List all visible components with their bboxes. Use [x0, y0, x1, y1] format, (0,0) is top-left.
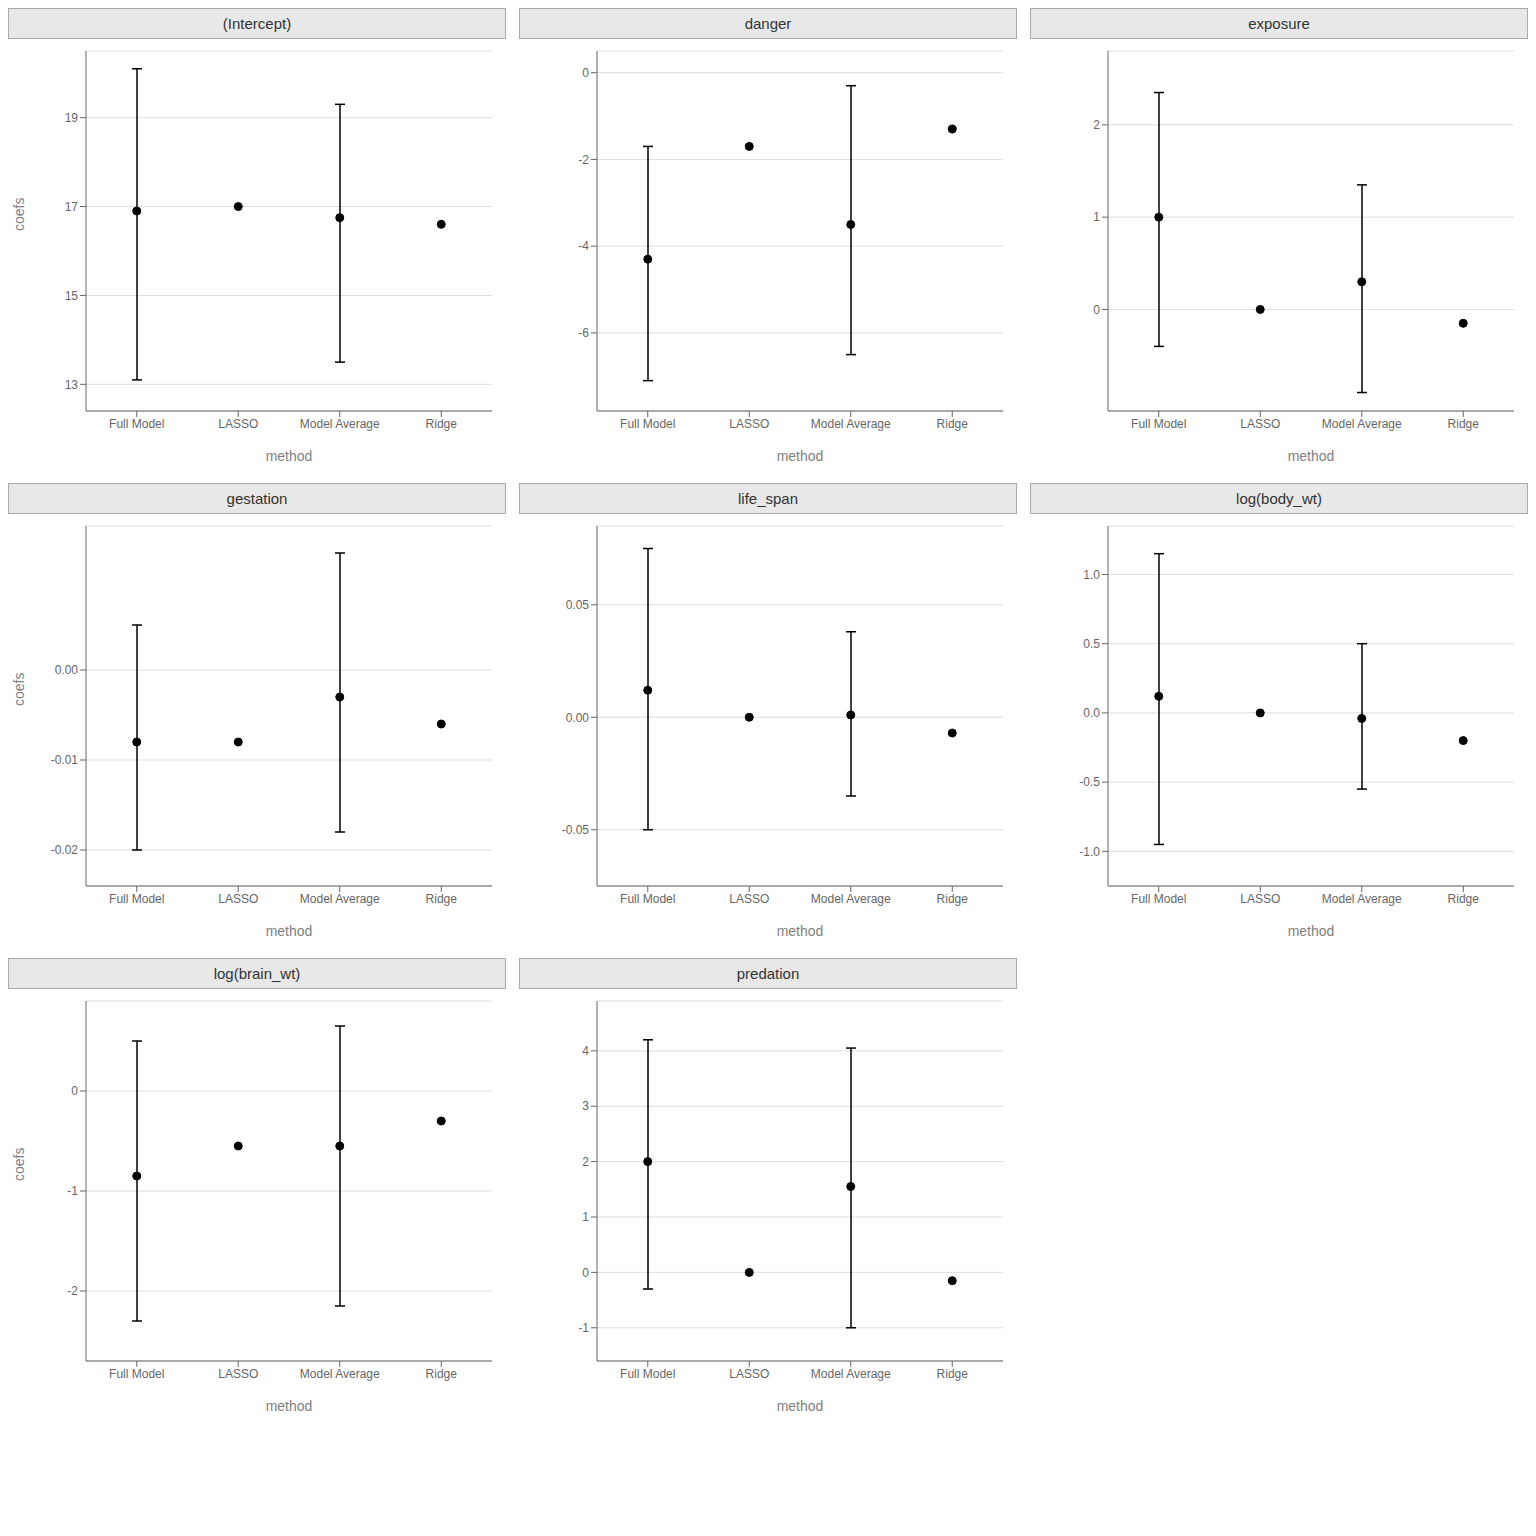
svg-text:coefs: coefs: [11, 1148, 27, 1181]
svg-text:method: method: [777, 1398, 824, 1414]
svg-text:method: method: [1288, 923, 1335, 939]
svg-text:method: method: [777, 448, 824, 464]
svg-text:coefs: coefs: [11, 198, 27, 231]
svg-text:Ridge: Ridge: [1448, 892, 1480, 906]
svg-text:coefs: coefs: [11, 673, 27, 706]
html-text:gestation: gestation: [226, 490, 288, 507]
svg-text:Ridge: Ridge: [937, 892, 969, 906]
svg-text:0: 0: [71, 1084, 78, 1098]
svg-text:17: 17: [65, 200, 79, 214]
svg-text:LASSO: LASSO: [218, 1367, 258, 1381]
svg-text:Model Average: Model Average: [811, 1367, 891, 1381]
svg-text:LASSO: LASSO: [1240, 892, 1280, 906]
svg-text:Model Average: Model Average: [300, 1367, 380, 1381]
svg-text:Ridge: Ridge: [1448, 417, 1480, 431]
svg-text:0.5: 0.5: [1083, 637, 1100, 651]
svg-text:method: method: [1288, 448, 1335, 464]
svg-text:Full Model: Full Model: [620, 1367, 675, 1381]
svg-text:-0.02: -0.02: [51, 843, 79, 857]
html-text:exposure: exposure: [1248, 15, 1310, 32]
html-text:(Intercept): (Intercept): [222, 15, 292, 32]
svg-text:-1: -1: [67, 1184, 78, 1198]
svg-text:-2: -2: [578, 153, 589, 167]
svg-text:15: 15: [65, 289, 79, 303]
svg-text:LASSO: LASSO: [218, 417, 258, 431]
svg-text:Ridge: Ridge: [426, 417, 458, 431]
svg-text:1: 1: [582, 1210, 589, 1224]
svg-text:LASSO: LASSO: [729, 892, 769, 906]
svg-text:Ridge: Ridge: [937, 1367, 969, 1381]
svg-text:LASSO: LASSO: [218, 892, 258, 906]
svg-text:Model Average: Model Average: [811, 417, 891, 431]
svg-text:1.0: 1.0: [1083, 568, 1100, 582]
svg-text:method: method: [266, 1398, 313, 1414]
svg-text:-0.5: -0.5: [1079, 775, 1100, 789]
svg-text:Model Average: Model Average: [300, 892, 380, 906]
svg-text:2: 2: [1093, 118, 1100, 132]
svg-text:method: method: [777, 923, 824, 939]
svg-text:LASSO: LASSO: [729, 417, 769, 431]
svg-text:-0.05: -0.05: [562, 823, 590, 837]
svg-text:-2: -2: [67, 1284, 78, 1298]
svg-text:0: 0: [582, 1266, 589, 1280]
svg-text:Full Model: Full Model: [1131, 417, 1186, 431]
svg-text:Model Average: Model Average: [1322, 892, 1402, 906]
svg-text:method: method: [266, 923, 313, 939]
html-text:life_span: life_span: [738, 490, 798, 507]
svg-text:method: method: [266, 448, 313, 464]
svg-text:LASSO: LASSO: [1240, 417, 1280, 431]
svg-text:1: 1: [1093, 210, 1100, 224]
svg-text:-0.01: -0.01: [51, 753, 79, 767]
svg-text:Full Model: Full Model: [109, 417, 164, 431]
svg-text:LASSO: LASSO: [729, 1367, 769, 1381]
svg-text:-6: -6: [578, 326, 589, 340]
svg-text:13: 13: [65, 378, 79, 392]
svg-text:Full Model: Full Model: [1131, 892, 1186, 906]
svg-text:0.00: 0.00: [55, 663, 79, 677]
svg-text:2: 2: [582, 1155, 589, 1169]
svg-text:0: 0: [1093, 303, 1100, 317]
svg-text:Model Average: Model Average: [811, 892, 891, 906]
html-text:predation: predation: [736, 965, 800, 982]
svg-text:0: 0: [582, 66, 589, 80]
svg-text:0.00: 0.00: [566, 711, 590, 725]
svg-text:0.0: 0.0: [1083, 706, 1100, 720]
svg-text:Full Model: Full Model: [109, 892, 164, 906]
svg-text:Model Average: Model Average: [300, 417, 380, 431]
svg-text:Ridge: Ridge: [426, 1367, 458, 1381]
svg-text:0.05: 0.05: [566, 598, 590, 612]
html-text:log(body_wt): log(body_wt): [1236, 490, 1322, 507]
svg-text:Full Model: Full Model: [620, 892, 675, 906]
svg-text:-4: -4: [578, 239, 589, 253]
svg-text:4: 4: [582, 1044, 589, 1058]
svg-text:Ridge: Ridge: [426, 892, 458, 906]
svg-text:Full Model: Full Model: [109, 1367, 164, 1381]
svg-text:3: 3: [582, 1099, 589, 1113]
svg-text:-1.0: -1.0: [1079, 845, 1100, 859]
svg-text:Full Model: Full Model: [620, 417, 675, 431]
html-text:danger: danger: [744, 15, 792, 32]
svg-text:-1: -1: [578, 1321, 589, 1335]
svg-text:Model Average: Model Average: [1322, 417, 1402, 431]
html-text:log(brain_wt): log(brain_wt): [213, 965, 301, 982]
svg-text:19: 19: [65, 111, 79, 125]
svg-text:Ridge: Ridge: [937, 417, 969, 431]
